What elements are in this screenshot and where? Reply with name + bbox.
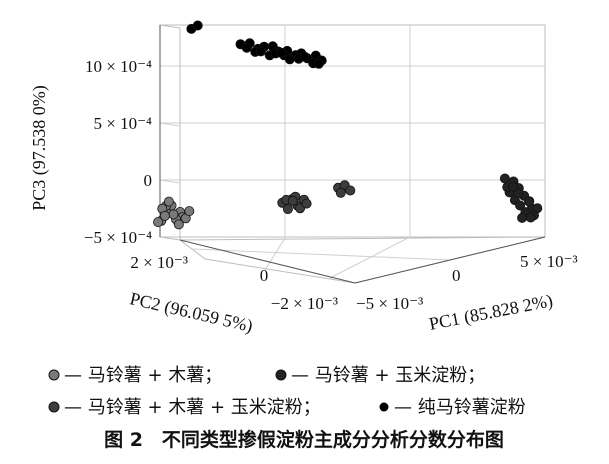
x-axis-line xyxy=(354,236,546,284)
z-axis-label: PC3 (97.538 0%) xyxy=(29,85,50,211)
legend-marker-potato-cassava-corn xyxy=(48,401,60,413)
z-tick-label: 0 xyxy=(144,171,153,190)
data-point-series-1 xyxy=(515,200,526,211)
floor-gridline-y xyxy=(191,248,451,261)
y-axis-label: PC2 (96.059 5%) xyxy=(128,288,255,337)
legend-marker-potato-corn xyxy=(275,369,287,381)
data-point-series-0 xyxy=(168,209,179,220)
data-point-series-3 xyxy=(255,46,266,57)
data-point-series-3 xyxy=(299,51,310,62)
data-point-series-3 xyxy=(192,20,203,31)
x-tick-label: 0 xyxy=(452,266,461,285)
z-tick-label: 5 × 10⁻⁴ xyxy=(94,114,153,133)
left-gridline-z xyxy=(159,179,181,184)
y-axis-line xyxy=(179,239,356,284)
data-point-series-0 xyxy=(184,206,195,217)
data-point-series-3 xyxy=(313,58,324,69)
data-point-series-1 xyxy=(524,196,535,207)
data-point-series-1 xyxy=(532,203,543,214)
data-point-series-2 xyxy=(335,187,346,198)
z-tick-label: 10 × 10⁻⁴ xyxy=(85,57,152,76)
data-point-series-3 xyxy=(241,42,252,53)
data-point-series-1 xyxy=(513,188,524,199)
z-tick-label: −5 × 10⁻⁴ xyxy=(84,228,152,247)
legend-label-potato-cassava: — 马铃薯 + 木薯； xyxy=(64,365,222,386)
data-point-series-2 xyxy=(287,195,298,206)
figure-caption: 图 2 不同类型掺假淀粉主成分分析分数分布图 xyxy=(104,428,504,451)
y-tick-label: 2 × 10⁻³ xyxy=(130,253,188,272)
back-wall xyxy=(159,24,546,238)
data-point-series-2 xyxy=(301,198,312,209)
data-point-series-0 xyxy=(159,210,170,221)
data-point-series-1 xyxy=(525,212,536,223)
data-point-series-1 xyxy=(499,173,510,184)
axes xyxy=(159,25,546,284)
data-point-series-1 xyxy=(517,212,528,223)
x-tick-label: 5 × 10⁻³ xyxy=(520,252,578,271)
legend-label-potato-corn: — 马铃薯 + 玉米淀粉； xyxy=(291,365,485,386)
legend-label-pure-potato: — 纯马铃薯淀粉 xyxy=(394,397,526,418)
floor-frame xyxy=(178,236,546,284)
legend: — 马铃薯 + 木薯； — 马铃薯 + 玉米淀粉； — 马铃薯 + 木薯 + 玉… xyxy=(48,365,526,418)
floor xyxy=(178,236,546,284)
legend-marker-potato-cassava xyxy=(48,369,60,381)
x-axis-label: PC1 (85.828 2%) xyxy=(427,290,554,335)
floor-gridline-x xyxy=(264,237,286,271)
x-tick-label: −5 × 10⁻³ xyxy=(356,294,423,313)
data-point-series-3 xyxy=(276,47,287,58)
left-gridline-z xyxy=(159,122,181,127)
data-point-series-3 xyxy=(284,54,295,65)
data-point-series-0 xyxy=(153,217,164,228)
data-point-series-2 xyxy=(345,185,356,196)
data-point-series-0 xyxy=(163,196,174,207)
y-tick-label: 0 xyxy=(260,266,269,285)
data-point-series-1 xyxy=(507,181,518,192)
data-points xyxy=(153,20,543,230)
back-wall-frame xyxy=(159,24,546,238)
data-point-series-0 xyxy=(173,219,184,230)
y-tick-label: −2 × 10⁻³ xyxy=(271,294,338,313)
legend-label-potato-cassava-corn: — 马铃薯 + 木薯 + 玉米淀粉； xyxy=(64,397,321,418)
legend-marker-pure-potato xyxy=(379,402,389,412)
data-point-series-2 xyxy=(282,204,293,215)
floor-gridline-x xyxy=(329,236,411,279)
